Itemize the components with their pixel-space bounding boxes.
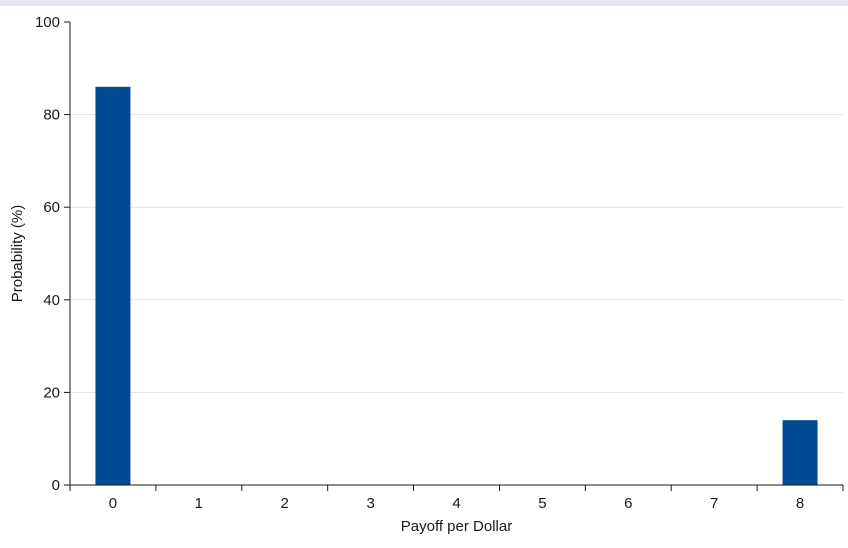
y-tick-label: 60 xyxy=(43,199,60,216)
y-tick-label: 0 xyxy=(52,477,60,494)
gridlines xyxy=(70,114,843,393)
tick-labels: 0 20 40 60 80 100 0 1 2 3 4 5 6 7 8 xyxy=(35,14,804,512)
x-tick-label: 4 xyxy=(452,495,460,512)
y-tick-label: 40 xyxy=(43,292,60,309)
x-tick-label: 5 xyxy=(538,495,546,512)
top-divider xyxy=(0,0,848,6)
x-tick-label: 7 xyxy=(710,495,718,512)
x-tick-label: 8 xyxy=(796,495,804,512)
y-tick-label: 80 xyxy=(43,107,60,124)
y-tick-label: 20 xyxy=(43,384,60,401)
bar-0 xyxy=(95,86,131,485)
x-axis-title: Payoff per Dollar xyxy=(401,518,512,535)
x-tick-label: 1 xyxy=(195,495,203,512)
bars xyxy=(95,86,818,485)
axes xyxy=(64,21,844,491)
y-tick-label: 100 xyxy=(35,14,60,31)
bar-8 xyxy=(782,420,818,485)
y-axis-title: Probability (%) xyxy=(9,205,26,303)
x-tick-label: 2 xyxy=(281,495,289,512)
x-tick-label: 0 xyxy=(109,495,117,512)
x-tick-label: 6 xyxy=(624,495,632,512)
x-tick-label: 3 xyxy=(366,495,374,512)
